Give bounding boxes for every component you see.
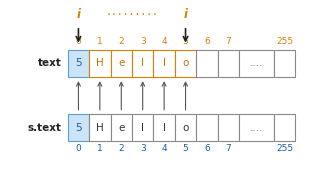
Text: 255: 255 [276, 144, 293, 153]
Text: i: i [77, 8, 80, 21]
Text: ....: .... [250, 123, 263, 133]
Text: text: text [37, 58, 61, 68]
Text: .........: ......... [106, 7, 158, 17]
Text: e: e [118, 58, 124, 68]
Text: 1: 1 [97, 37, 103, 46]
Text: 5: 5 [183, 37, 188, 46]
Bar [89, 50, 111, 77]
Bar [218, 114, 239, 141]
Bar [196, 50, 218, 77]
Text: 0: 0 [76, 37, 81, 46]
Text: i: i [184, 8, 187, 21]
Text: 5: 5 [75, 58, 82, 68]
Bar [175, 114, 196, 141]
Bar [274, 114, 295, 141]
Text: 255: 255 [276, 37, 293, 46]
Text: H: H [96, 123, 104, 133]
Bar [68, 50, 89, 77]
Text: 3: 3 [140, 37, 146, 46]
Text: s.text: s.text [27, 123, 61, 133]
Bar [111, 50, 132, 77]
Text: 6: 6 [204, 37, 210, 46]
Text: 3: 3 [140, 144, 146, 153]
Text: ....: .... [250, 58, 263, 68]
Text: 4: 4 [161, 37, 167, 46]
Text: 6: 6 [204, 144, 210, 153]
Text: 5: 5 [183, 144, 188, 153]
Bar [153, 50, 175, 77]
Text: 7: 7 [226, 37, 231, 46]
Bar [68, 114, 89, 141]
Bar [239, 50, 274, 77]
Text: 1: 1 [97, 144, 103, 153]
Text: o: o [182, 123, 189, 133]
Text: 2: 2 [118, 144, 124, 153]
Text: l: l [163, 123, 166, 133]
Text: l: l [141, 123, 144, 133]
Text: l: l [163, 58, 166, 68]
Text: o: o [182, 58, 189, 68]
Bar [132, 114, 153, 141]
Bar [111, 114, 132, 141]
Text: 5: 5 [75, 123, 82, 133]
Bar [196, 114, 218, 141]
Bar [175, 50, 196, 77]
Text: 7: 7 [226, 144, 231, 153]
Text: 2: 2 [118, 37, 124, 46]
Text: l: l [141, 58, 144, 68]
Text: e: e [118, 123, 124, 133]
Bar [218, 50, 239, 77]
Bar [239, 114, 274, 141]
Bar [132, 50, 153, 77]
Bar [274, 50, 295, 77]
Bar [153, 114, 175, 141]
Text: 4: 4 [161, 144, 167, 153]
Text: 0: 0 [76, 144, 81, 153]
Bar [89, 114, 111, 141]
Text: H: H [96, 58, 104, 68]
